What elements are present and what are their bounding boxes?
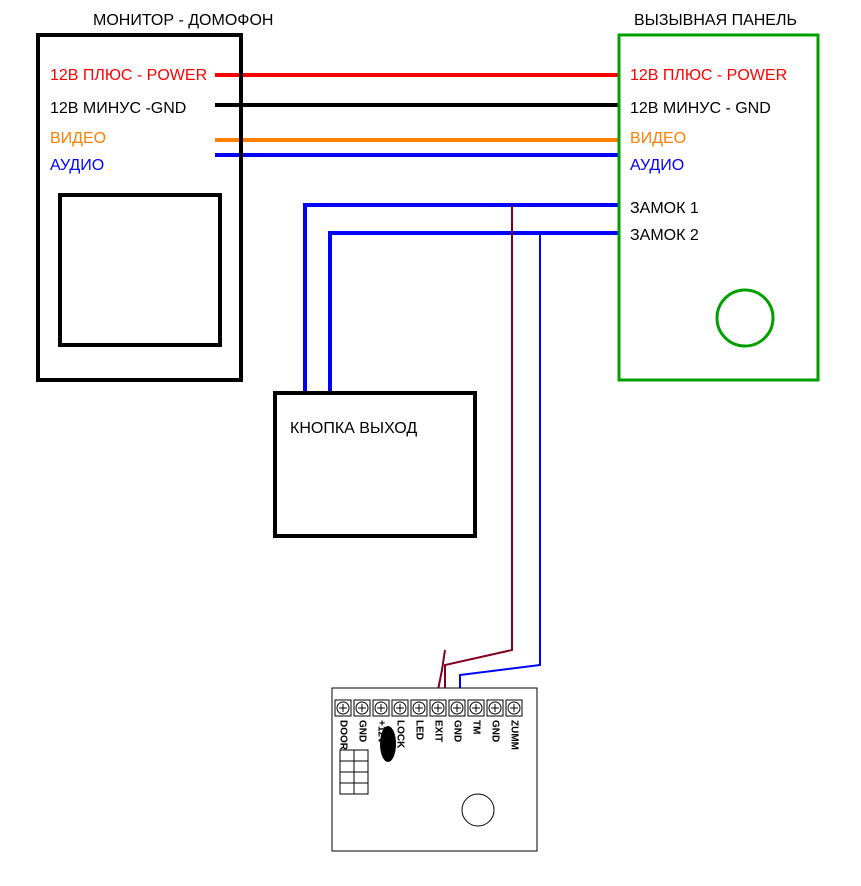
monitor-label-video: ВИДЕО <box>50 130 106 147</box>
monitor-label-audio: АУДИО <box>50 157 104 174</box>
terminal-label-gnd: GND <box>489 720 500 742</box>
panel-label-audio: АУДИО <box>630 157 684 174</box>
exit-button-box <box>275 393 475 536</box>
terminal-label-+12v: +12V <box>375 720 386 744</box>
exit-button-title: КНОПКА ВЫХОД <box>290 420 417 437</box>
panel-label-power: 12В ПЛЮС - POWER <box>630 67 787 84</box>
monitor-title: МОНИТОР - ДОМОФОН <box>93 12 273 29</box>
panel-title: ВЫЗЫВНАЯ ПАНЕЛЬ <box>634 12 797 29</box>
terminal-label-gnd: GND <box>356 720 367 742</box>
terminal-label-exit: EXIT <box>432 720 443 742</box>
terminal-label-lock: LOCK <box>394 720 405 749</box>
monitor-label-power: 12В ПЛЮС - POWER <box>50 67 207 84</box>
terminal-label-led: LED <box>413 720 424 740</box>
panel-label-lock1: ЗАМОК 1 <box>630 200 699 217</box>
terminal-label-zumm: ZUMM <box>508 720 519 750</box>
panel-label-lock2: ЗАМОК 2 <box>630 227 699 244</box>
monitor-box <box>38 35 241 380</box>
monitor-label-gnd: 12В МИНУС -GND <box>50 100 186 117</box>
wire-lock2 <box>330 233 620 393</box>
monitor-screen <box>60 195 220 345</box>
panel-button-icon <box>717 290 773 346</box>
terminal-label-tm: TM <box>470 720 481 734</box>
terminal-label-door: DOOR <box>337 720 348 751</box>
panel-label-video: ВИДЕО <box>630 130 686 147</box>
terminal-label-gnd: GND <box>451 720 462 742</box>
panel-label-gnd: 12В МИНУС - GND <box>630 100 771 117</box>
